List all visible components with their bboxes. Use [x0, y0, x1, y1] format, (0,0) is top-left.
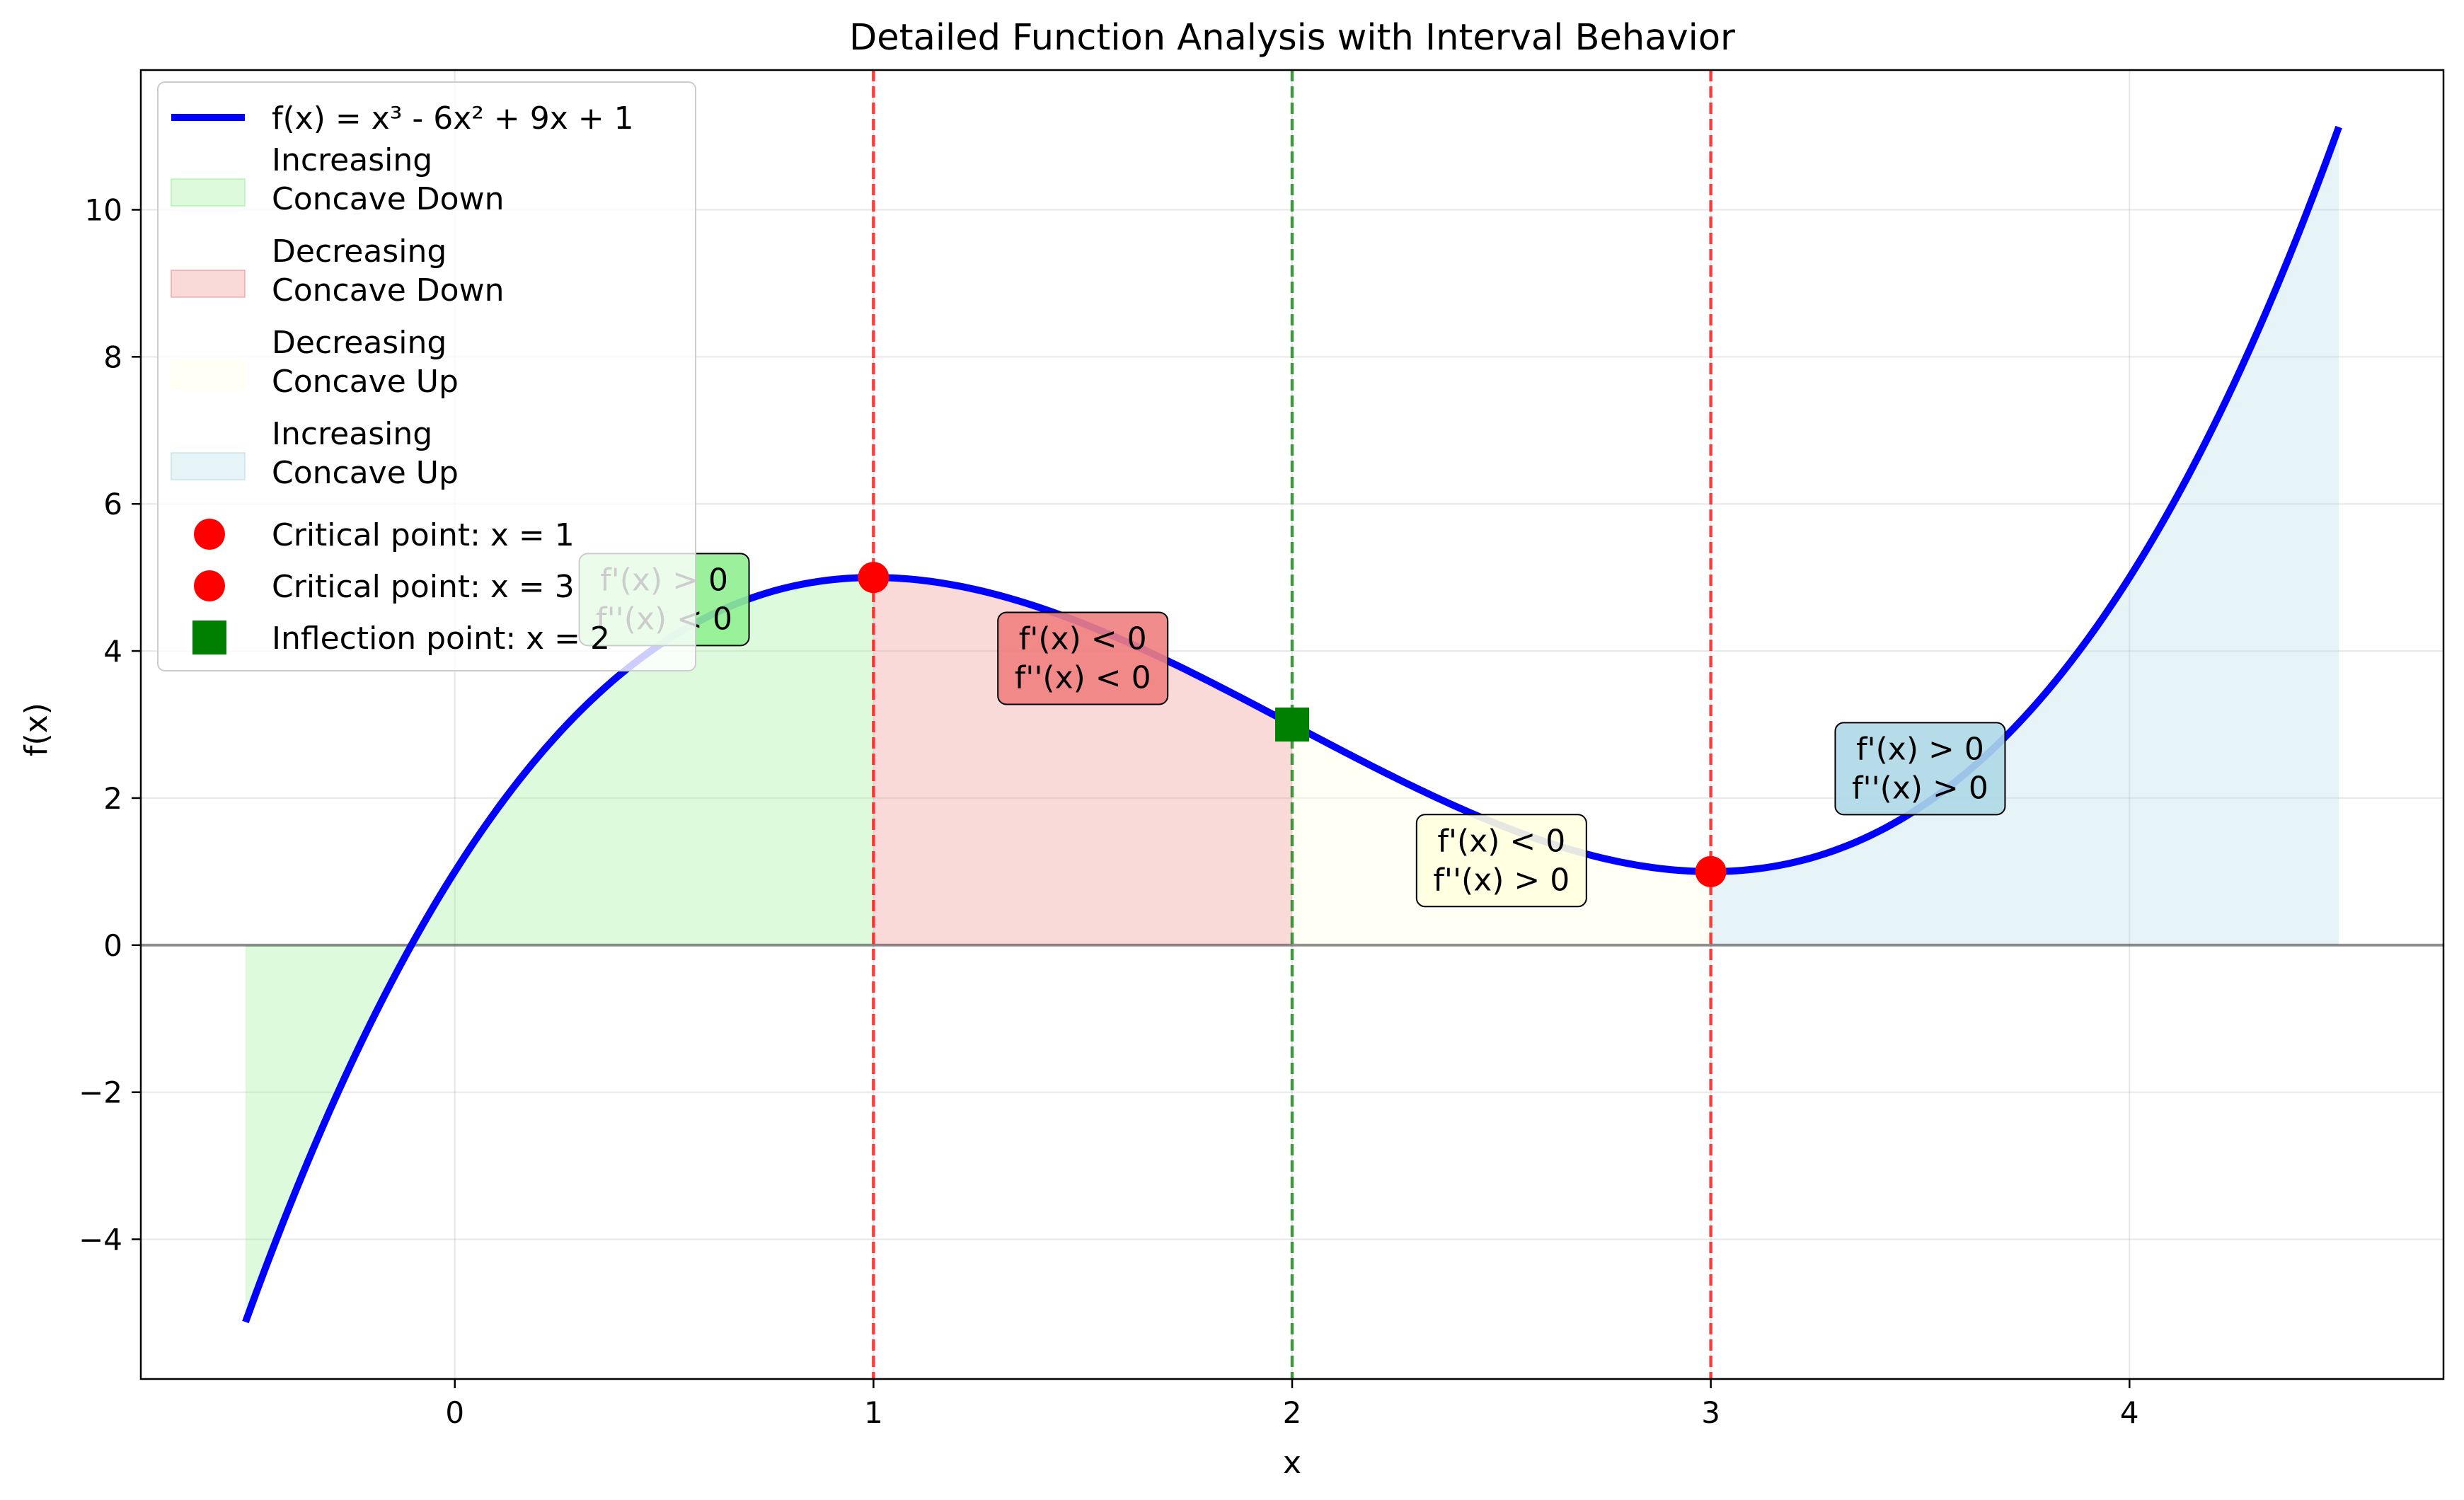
legend-label-region-1: Decreasing Concave Down: [272, 233, 504, 308]
y-tick-label-1: −2: [79, 1075, 122, 1110]
x-tick-label-4: 4: [2120, 1395, 2139, 1430]
annotation-line-1-1: f''(x) < 0: [1015, 659, 1151, 696]
legend-frame: [157, 81, 696, 671]
x-axis-label: x: [1283, 1445, 1301, 1481]
annotation-2: f'(x) < 0f''(x) > 0: [1415, 814, 1587, 908]
annotation-box-3: [1834, 722, 2006, 816]
legend-label-point-1: Critical point: x = 3: [272, 569, 575, 605]
region-1: [873, 577, 1292, 945]
legend-swatch-critical-0: [194, 519, 225, 550]
y-tick-label-3: 2: [103, 781, 122, 816]
annotation-line-1-0: f'(x) < 0: [1019, 621, 1147, 657]
y-tick-label-7: 10: [85, 192, 122, 227]
y-tick-label-0: −4: [79, 1223, 122, 1257]
region-0: [245, 577, 874, 1322]
y-tick-label-6: 8: [103, 340, 122, 374]
annotation-line-2-0: f'(x) < 0: [1437, 823, 1565, 859]
plot-area: f'(x) > 0f''(x) < 0f'(x) < 0f''(x) < 0f'…: [79, 69, 2445, 1430]
annotation-3: f'(x) > 0f''(x) > 0: [1834, 722, 2006, 816]
legend: f(x) = x³ - 6x² + 9x + 1 Increasing Concav…: [157, 81, 696, 671]
legend-swatch-region-3: [171, 452, 246, 480]
y-axis-label: f(x): [18, 703, 54, 756]
critical-point-marker-0: [858, 562, 890, 594]
legend-label-series: f(x) = x³ - 6x² + 9x + 1: [272, 100, 634, 137]
legend-label-region-0: Increasing Concave Down: [272, 142, 504, 217]
annotation-box-1: [997, 611, 1169, 705]
annotation-box-2: [1415, 814, 1587, 908]
legend-label-region-2: Decreasing Concave Up: [272, 325, 459, 400]
critical-point-marker-1: [1695, 855, 1727, 887]
x-tick-label-0: 0: [445, 1395, 464, 1430]
legend-swatch-region-1: [171, 270, 246, 298]
x-tick-label-1: 1: [864, 1395, 883, 1430]
legend-swatch-region-0: [171, 178, 246, 207]
y-tick-label-4: 4: [103, 634, 122, 669]
inflection-point-marker: [1275, 708, 1309, 742]
x-tick-label-3: 3: [1701, 1395, 1720, 1430]
annotation-line-2-1: f''(x) > 0: [1433, 862, 1570, 898]
legend-swatch-inflection: [192, 621, 226, 654]
chart-title: Detailed Function Analysis with Interval…: [849, 17, 1735, 59]
annotation-line-3-0: f'(x) > 0: [1856, 731, 1984, 767]
y-tick-label-2: 0: [103, 928, 122, 963]
legend-label-point-2: Inflection point: x = 2: [272, 621, 610, 657]
y-tick-label-5: 6: [103, 487, 122, 521]
legend-swatch-region-2: [171, 361, 246, 389]
annotation-1: f'(x) < 0f''(x) < 0: [997, 611, 1169, 705]
legend-swatch-critical-1: [194, 570, 225, 601]
legend-label-region-3: Increasing Concave Up: [272, 416, 459, 491]
legend-label-point-0: Critical point: x = 1: [272, 517, 575, 553]
region-3: [1710, 127, 2339, 945]
annotation-line-3-1: f''(x) > 0: [1852, 770, 1988, 806]
x-tick-label-2: 2: [1283, 1395, 1302, 1430]
